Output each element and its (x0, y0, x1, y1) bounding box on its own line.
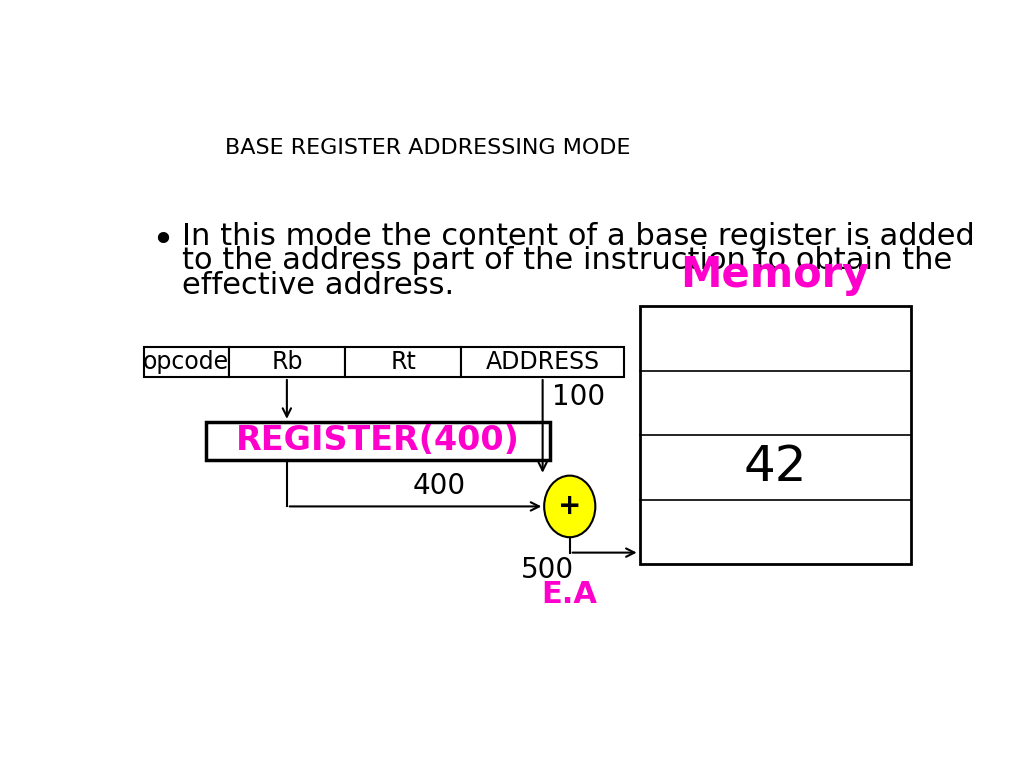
Text: 42: 42 (743, 443, 807, 492)
Text: 500: 500 (520, 557, 573, 584)
Bar (345, 347, 461, 377)
Text: •: • (152, 221, 174, 260)
Bar (206, 422, 550, 460)
Text: opcode: opcode (143, 350, 229, 374)
Text: 100: 100 (552, 383, 605, 411)
Bar (461, 347, 624, 377)
Text: ADDRESS: ADDRESS (485, 350, 600, 374)
Text: Memory: Memory (681, 254, 869, 296)
Text: REGISTER(400): REGISTER(400) (236, 425, 520, 458)
Bar (640, 306, 910, 564)
Text: effective address.: effective address. (182, 271, 455, 300)
Text: E.A: E.A (542, 580, 598, 608)
Ellipse shape (544, 475, 595, 538)
Bar (143, 347, 228, 377)
Text: Rt: Rt (390, 350, 416, 374)
Text: 400: 400 (413, 472, 465, 500)
Text: to the address part of the instruction to obtain the: to the address part of the instruction t… (182, 247, 952, 275)
Text: Rb: Rb (271, 350, 303, 374)
Text: In this mode the content of a base register is added: In this mode the content of a base regis… (182, 221, 975, 250)
Text: BASE REGISTER ADDRESSING MODE: BASE REGISTER ADDRESSING MODE (225, 138, 631, 158)
Bar (228, 347, 345, 377)
Text: +: + (558, 492, 582, 521)
